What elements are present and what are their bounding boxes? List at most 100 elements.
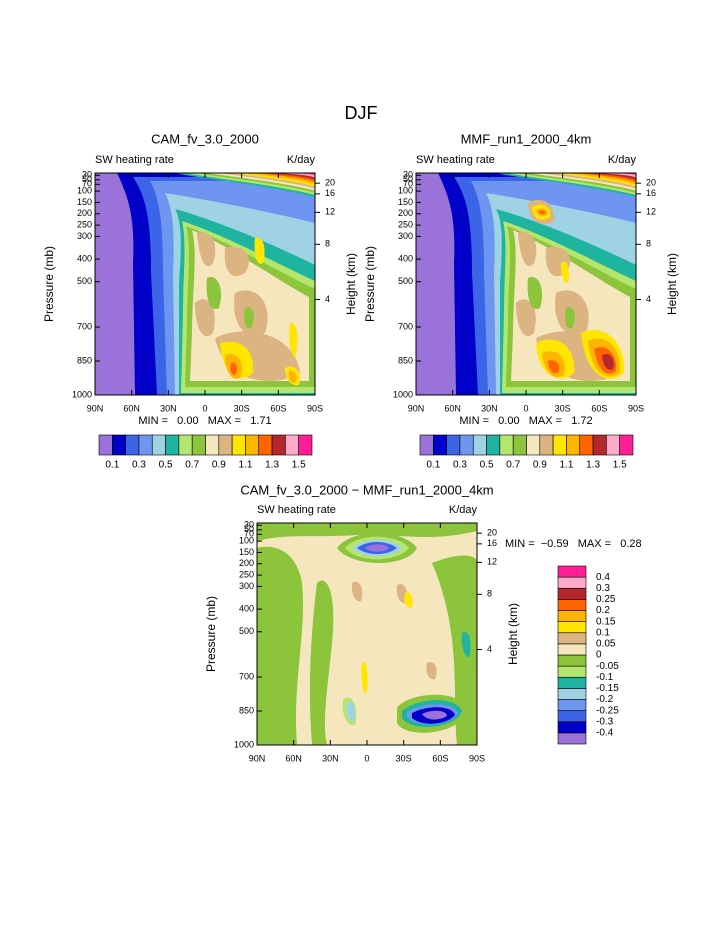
colorbar-label: -0.3 [596, 716, 614, 727]
contour-region [289, 322, 298, 358]
y2-tick-label: 4 [487, 644, 492, 654]
colorbar-swatch [98, 434, 113, 456]
x-tick-label: 0 [523, 403, 528, 413]
y-tick-label: 30 [403, 170, 413, 180]
y-tick-label: 30 [82, 170, 92, 180]
colorbar-swatch [125, 434, 140, 456]
y-tick-label: 1000 [393, 389, 413, 399]
colorbar-swatch [446, 434, 461, 456]
x-tick-label: 30S [396, 753, 412, 763]
y-tick-label: 250 [239, 569, 254, 579]
contour-region [595, 173, 636, 179]
y-tick-label: 200 [398, 208, 413, 218]
x-tick-label: 90S [307, 403, 323, 413]
units-label: K/day [449, 504, 478, 516]
chart-title: MMF_run1_2000_4km [461, 131, 592, 146]
colorbar-label: 0.3 [132, 460, 146, 471]
colorbar-swatch [557, 565, 587, 578]
contour-region [206, 277, 222, 309]
colorbar-swatch [486, 434, 501, 456]
colorbar-label: 0.7 [506, 460, 520, 471]
y-tick-label: 850 [398, 355, 413, 365]
y2-axis-label: Height (km) [506, 603, 520, 665]
colorbar-label: 0.5 [480, 460, 494, 471]
contour-field [257, 523, 477, 745]
colorbar-label: -0.4 [596, 728, 614, 739]
colorbar-label: 1.1 [559, 460, 573, 471]
y-tick-label: 150 [77, 197, 92, 207]
y-tick-label: 500 [77, 276, 92, 286]
y2-axis-label: Height (km) [665, 253, 679, 315]
colorbar-swatch [138, 434, 153, 456]
colorbar-swatch [205, 434, 220, 456]
stats-text: MIN = 0.00 MAX = 1.71 [138, 415, 271, 427]
colorbar-swatch [539, 434, 554, 456]
x-tick-label: 60S [270, 403, 286, 413]
colorbar-label: 0.25 [596, 594, 616, 605]
colorbar-swatch [619, 434, 634, 456]
colorbar-swatch [459, 434, 474, 456]
colorbar-swatch [557, 599, 587, 611]
colorbar-swatch [191, 434, 206, 456]
contour-region [606, 173, 636, 176]
y-tick-label: 70 [244, 529, 254, 539]
x-tick-label: 0 [364, 753, 369, 763]
y-tick-label: 250 [398, 219, 413, 229]
units-label: K/day [287, 154, 316, 166]
colorbar-label: 0.5 [159, 460, 173, 471]
contour-region [518, 232, 537, 267]
x-tick-label: 60N [444, 403, 461, 413]
colorbar-swatch [165, 434, 180, 456]
colorbar-label: 0.3 [596, 583, 610, 594]
colorbar-label: 0.9 [212, 460, 226, 471]
x-tick-label: 90S [628, 403, 644, 413]
contour-region [527, 277, 543, 309]
colorbar-swatch [298, 434, 313, 456]
chart-subtitle: SW heating rate [257, 504, 336, 516]
chart-panel: CAM_fv_3.0_2000 − MMF_run1_2000_4km SW he… [204, 482, 641, 763]
colorbar-swatch [419, 434, 434, 456]
y-tick-label: 400 [239, 603, 254, 613]
stats-text: MIN = −0.59 MAX = 0.28 [505, 538, 642, 550]
colorbar-label: -0.05 [596, 661, 619, 672]
contour-region [602, 353, 614, 370]
x-tick-label: 60N [285, 753, 302, 763]
colorbar-label: 1.5 [613, 460, 627, 471]
contour-region [346, 701, 356, 722]
contour-region [404, 592, 413, 608]
x-tick-label: 60N [123, 403, 140, 413]
y2-tick-label: 4 [646, 294, 651, 304]
contour-region [309, 580, 334, 745]
colorbar-label: 0.15 [596, 616, 616, 627]
contour-region [230, 362, 238, 375]
y-axis-label: Pressure (mb) [42, 246, 56, 322]
contour-region [257, 546, 304, 745]
contour-field [95, 173, 315, 395]
y-tick-label: 300 [77, 231, 92, 241]
contour-region [539, 210, 546, 215]
y-tick-label: 1000 [234, 739, 254, 749]
contour-region [361, 661, 368, 694]
colorbar-swatch [231, 434, 246, 456]
colorbar-label: 1.1 [238, 460, 252, 471]
x-tick-label: 60S [591, 403, 607, 413]
contour-region [422, 710, 447, 720]
colorbar-label: -0.2 [596, 694, 614, 705]
colorbar-swatch [557, 732, 587, 745]
y-tick-label: 700 [398, 321, 413, 331]
x-tick-label: 90S [469, 753, 485, 763]
colorbar-swatch [557, 643, 587, 656]
chart-panel: MMF_run1_2000_4km SW heating rate K/day 90N… [363, 131, 679, 470]
y-tick-label: 150 [239, 547, 254, 557]
contour-region [244, 307, 254, 329]
x-tick-label: 0 [202, 403, 207, 413]
x-tick-label: 60S [432, 753, 448, 763]
y2-tick-label: 20 [325, 178, 335, 188]
chart-subtitle: SW heating rate [416, 154, 495, 166]
x-tick-label: 30N [322, 753, 339, 763]
colorbar-label: 0.2 [596, 605, 610, 616]
colorbar-swatch [472, 434, 487, 456]
colorbar-label: 0.4 [596, 572, 610, 583]
y2-tick-label: 12 [487, 557, 497, 567]
